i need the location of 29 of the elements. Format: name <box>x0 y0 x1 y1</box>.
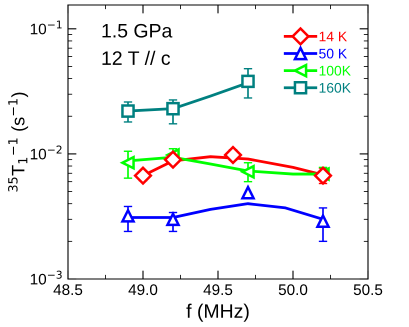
legend-label: 14 K <box>320 32 347 42</box>
legend-label: 160K <box>320 82 351 93</box>
point <box>241 74 255 88</box>
x-axis-title: f (MHz) <box>186 304 249 322</box>
point <box>166 102 180 116</box>
annotation: 12 T // c <box>102 50 170 66</box>
x-tick-label: 49.5 <box>203 284 232 296</box>
point <box>121 156 135 170</box>
annotation: 1.5 GPa <box>102 24 172 38</box>
point <box>314 166 332 185</box>
point <box>241 164 255 179</box>
y-tick-label: 10$^{−1}$ <box>30 20 62 34</box>
x-tick-label: 49.0 <box>128 284 158 296</box>
y-tick-label: 10$^{−3}$ <box>30 270 62 285</box>
point <box>316 214 330 228</box>
y-axis-title: $^{35}$T$_{1}$$^{−1}$ (s$^{−1}$) <box>8 92 28 192</box>
point <box>134 166 152 185</box>
x-tick-label: 50.0 <box>278 284 308 296</box>
legend-label: 50 K <box>319 48 347 59</box>
point <box>164 150 182 169</box>
point <box>121 209 135 223</box>
legend-label: 100K <box>320 66 351 76</box>
point <box>241 186 255 200</box>
y-tick-label: 10$^{−2}$ <box>30 146 62 160</box>
point <box>166 212 180 226</box>
point <box>224 146 242 164</box>
point <box>121 104 135 118</box>
x-tick-label: 48.5 <box>53 284 82 296</box>
x-tick-label: 50.5 <box>354 284 382 296</box>
